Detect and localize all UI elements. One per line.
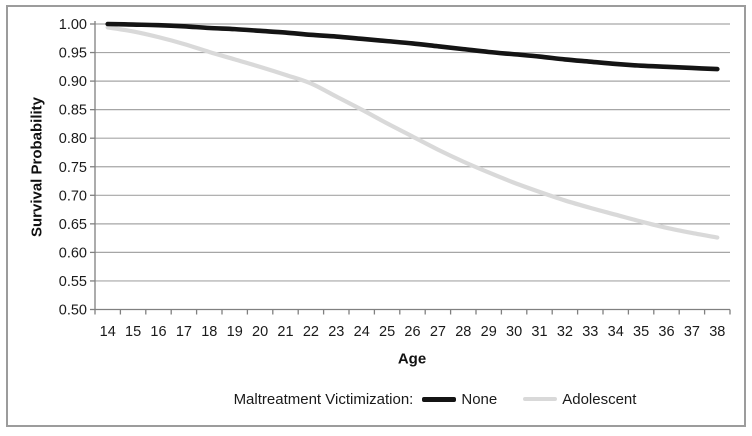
x-tick-label: 21 [277,324,293,340]
x-tick-label: 26 [404,324,420,340]
y-tick-label: 1.00 [59,17,87,33]
legend: Maltreatment Victimization: None Adolesc… [0,389,752,409]
x-tick-label: 22 [303,324,319,340]
y-tick-label: 0.80 [59,131,87,147]
y-tick-label: 0.85 [59,103,87,119]
y-tick-label: 0.75 [59,160,87,176]
y-tick-label: 0.95 [59,46,87,62]
x-tick-label: 37 [684,324,700,340]
x-tick-label: 28 [455,324,471,340]
x-tick-label: 20 [252,324,268,340]
legend-line-swatch-adolescent [523,397,558,401]
x-tick-label: 36 [658,324,674,340]
x-tick-label: 17 [176,324,192,340]
x-tick-label: 23 [328,324,344,340]
y-tick-label: 0.55 [59,274,87,290]
legend-label-none: None [461,390,498,408]
x-tick-label: 30 [506,324,522,340]
x-tick-label: 32 [557,324,573,340]
x-tick-label: 31 [531,324,547,340]
x-tick-label: 19 [227,324,243,340]
y-tick-label: 0.90 [59,74,87,90]
x-tick-label: 33 [582,324,598,340]
legend-label-adolescent: Adolescent [562,390,637,408]
x-tick-label: 18 [201,324,217,340]
x-tick-label: 14 [100,324,116,340]
x-axis-title: Age [397,350,427,368]
x-tick-label: 38 [709,324,725,340]
x-tick-label: 27 [430,324,446,340]
x-tick-label: 29 [481,324,497,340]
x-tick-label: 16 [150,324,166,340]
y-axis-title: Survival Probability [28,96,46,238]
legend-title: Maltreatment Victimization: [233,390,414,408]
y-tick-label: 0.50 [59,303,87,319]
x-tick-label: 24 [354,324,370,340]
y-tick-label: 0.60 [59,245,87,261]
x-tick-label: 34 [608,324,624,340]
legend-line-swatch-none [422,396,457,402]
y-tick-label: 0.65 [59,217,87,233]
x-tick-label: 15 [125,324,141,340]
series-line-none [105,21,720,72]
x-tick-label: 35 [633,324,649,340]
series-line-adolescent [105,25,720,240]
y-tick-label: 0.70 [59,188,87,204]
x-tick-label: 25 [379,324,395,340]
